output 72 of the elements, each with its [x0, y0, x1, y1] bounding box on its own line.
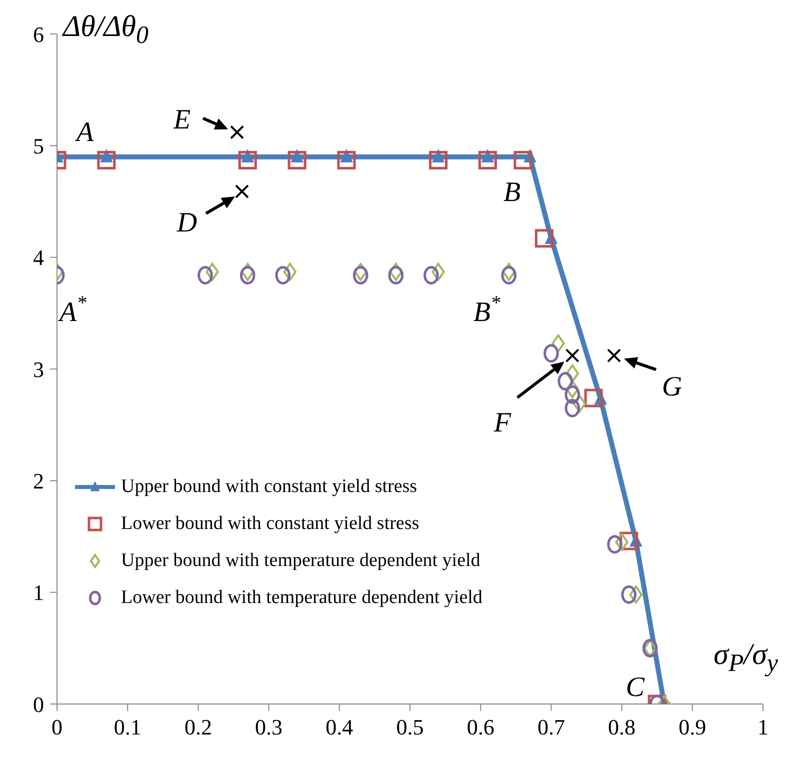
x-tick-label: 0.7: [537, 714, 565, 740]
point: [275, 266, 291, 284]
x-tick-label: 1: [758, 714, 768, 740]
y-tick-label: 5: [33, 133, 44, 158]
legend-label: Upper bound with constant yield stress: [121, 476, 418, 498]
point: [432, 262, 445, 281]
point: [607, 348, 622, 363]
point: [558, 372, 573, 391]
x-tick-label: 0: [52, 714, 62, 740]
point: [97, 150, 116, 170]
point: [354, 262, 368, 281]
point: [621, 585, 637, 604]
point: [501, 266, 516, 284]
x-tick-label: 0.1: [114, 714, 142, 740]
x-tick-label: 0.5: [396, 714, 424, 740]
x-tick-label: 0.6: [466, 714, 494, 740]
point: [230, 125, 244, 140]
annotation: F: [492, 408, 512, 440]
point: [424, 266, 439, 284]
point: [514, 150, 532, 170]
point: [607, 535, 622, 554]
point: [240, 266, 256, 284]
annotation: G: [662, 372, 682, 404]
point: [552, 334, 565, 352]
x-tick-label: 0.3: [255, 714, 283, 740]
point: [629, 586, 643, 604]
x-tick-label: 0.4: [326, 714, 354, 740]
annotation: D: [176, 208, 198, 239]
legend-label: Lower bound with constant yield stress: [121, 512, 420, 534]
y-tick-label: 2: [33, 468, 44, 494]
point: [564, 398, 580, 418]
legend-label: Upper bound with temperature dependent yield: [121, 550, 480, 572]
x-tick-label: 0.2: [184, 714, 212, 740]
y-tick-label: 1: [33, 580, 44, 606]
point: [283, 262, 297, 281]
x-tick-label: 0.9: [678, 714, 706, 740]
x-tick-label: 0.8: [608, 714, 636, 740]
point: [389, 262, 402, 281]
point: [352, 266, 368, 284]
annotation: C: [626, 672, 645, 704]
annotation: E: [172, 104, 191, 136]
point: [566, 380, 579, 398]
point: [241, 262, 254, 281]
point: [584, 388, 603, 408]
annotation: B: [503, 177, 521, 208]
x-axis-title: σ$_{P}$/σ$_{y}$: [714, 638, 778, 678]
point: [534, 229, 554, 248]
point: [238, 150, 257, 170]
y-tick-label: 3: [33, 356, 44, 382]
point: [198, 266, 213, 284]
point: [428, 150, 448, 170]
point: [206, 262, 219, 281]
point: [502, 262, 516, 281]
point: [337, 150, 356, 170]
annotation: B$^{*}$: [473, 293, 500, 329]
point: [572, 394, 586, 413]
point: [565, 348, 580, 363]
point: [566, 364, 579, 382]
point: [288, 150, 306, 170]
point: [544, 344, 559, 363]
point: [564, 385, 580, 404]
annotation: A: [74, 117, 94, 148]
legend-label: Lower bound with temperature dependent yield: [121, 586, 482, 608]
point: [388, 266, 404, 284]
y-tick-label: 0: [33, 692, 44, 717]
y-axis-title: Δθ/Δθ$_{0}$: [63, 10, 149, 50]
y-tick-label: 4: [33, 245, 44, 270]
point: [234, 184, 249, 198]
point: [478, 150, 497, 170]
y-tick-label: 6: [33, 22, 44, 47]
annotation: A$^{*}$: [58, 293, 87, 329]
point: [615, 533, 628, 552]
